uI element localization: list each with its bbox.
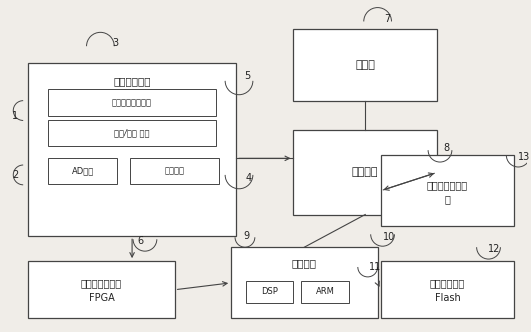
Text: 8: 8 (444, 143, 450, 153)
Bar (231, 247, 378, 318)
Text: 反射/透射 光源: 反射/透射 光源 (114, 129, 150, 138)
Text: Flash: Flash (434, 293, 460, 303)
Bar (302, 281, 349, 303)
Text: 快闪式存储器: 快闪式存储器 (430, 278, 465, 288)
Text: 图像获取单元: 图像获取单元 (113, 76, 151, 86)
Bar (246, 281, 294, 303)
Bar (48, 158, 117, 184)
Bar (294, 29, 437, 101)
Bar (130, 158, 219, 184)
Text: 驱动电路: 驱动电路 (165, 166, 185, 175)
Text: 上位机: 上位机 (355, 60, 375, 70)
Bar (48, 89, 216, 117)
Text: ARM: ARM (316, 287, 335, 296)
Text: 11: 11 (369, 262, 381, 272)
Text: 执行元件及传感: 执行元件及传感 (427, 180, 468, 190)
Text: 面阵式图像传感器: 面阵式图像传感器 (112, 98, 152, 107)
Text: 工控主机: 工控主机 (352, 167, 379, 177)
Bar (381, 261, 514, 318)
Text: 2: 2 (12, 170, 19, 180)
Text: 1: 1 (12, 111, 18, 121)
Text: 可编程逻辑器件: 可编程逻辑器件 (81, 278, 122, 288)
Bar (28, 63, 236, 236)
Text: 5: 5 (244, 71, 250, 81)
Text: FPGA: FPGA (89, 293, 114, 303)
Bar (48, 121, 216, 146)
Text: 10: 10 (383, 232, 396, 242)
Bar (28, 261, 175, 318)
Text: 7: 7 (384, 15, 391, 25)
Text: 13: 13 (518, 152, 530, 162)
Text: 微控制器: 微控制器 (292, 258, 317, 268)
Text: AD芯片: AD芯片 (72, 166, 93, 175)
Text: 6: 6 (137, 236, 143, 246)
Bar (294, 130, 437, 214)
Text: 3: 3 (112, 38, 118, 48)
Text: 9: 9 (244, 231, 250, 241)
Bar (381, 155, 514, 226)
Text: 12: 12 (489, 244, 501, 254)
Text: 器: 器 (444, 194, 450, 204)
Text: 4: 4 (246, 173, 252, 183)
Text: DSP: DSP (261, 287, 278, 296)
